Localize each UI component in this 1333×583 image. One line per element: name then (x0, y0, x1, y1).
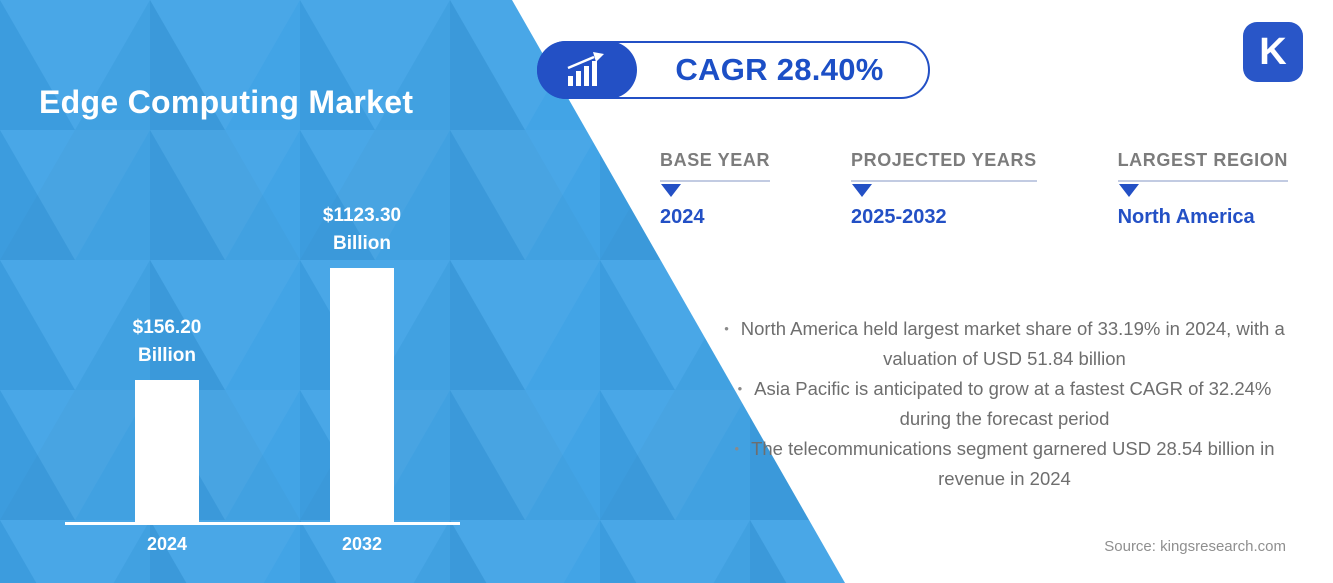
cagr-label: CAGR 28.40% (675, 52, 884, 87)
logo-letter: K (1259, 31, 1287, 73)
bar-2032 (330, 268, 394, 524)
kings-research-logo: K (1243, 22, 1303, 82)
stat-label: BASE YEAR (660, 150, 771, 170)
stat-column-largest-region: LARGEST REGION North America (1117, 150, 1288, 229)
stat-column-base-year: BASE YEAR 2024 (660, 150, 771, 229)
bullet-item: • The telecommunications segment garnered… (722, 434, 1287, 494)
stat-value: North America (1117, 206, 1255, 228)
bar-value-label: $156.20 Billion (92, 314, 242, 370)
bullet-text: Asia Pacific is anticipated to grow at a… (754, 378, 1272, 429)
page-title: Edge Computing Market (39, 84, 414, 120)
stat-column-projected-years: PROJECTED YEARS 2025-2032 (850, 150, 1037, 229)
bar-value-label: $1123.30 Billion (287, 202, 437, 258)
stat-label: LARGEST REGION (1117, 150, 1288, 170)
bar-amount: $156.20 (132, 317, 202, 338)
cagr-badge: CAGR 28.40% (537, 41, 930, 99)
source-text: Source: kingsresearch.com (1104, 538, 1286, 555)
category-label: 2032 (341, 534, 383, 554)
bullet-dot: • (724, 321, 729, 336)
bullet-text: The telecommunications segment garnered … (751, 438, 1275, 489)
stat-underline (1117, 180, 1288, 197)
stat-value: 2024 (660, 206, 705, 228)
x-axis-line (65, 522, 460, 525)
stats-row: BASE YEAR 2024 PROJECTED YEARS 2025-2032… (660, 150, 1288, 229)
bullet-list: • North America held largest market share… (722, 314, 1287, 494)
triangle-down-icon (1118, 184, 1139, 197)
category-label: 2024 (146, 534, 188, 554)
bullet-item: • North America held largest market share… (722, 314, 1287, 374)
stat-underline (660, 180, 771, 197)
bullet-dot: • (734, 441, 740, 456)
stat-underline (850, 180, 1037, 197)
bar-unit: Billion (332, 233, 392, 254)
bar-amount: $1123.30 (322, 205, 402, 226)
bullet-text: North America held largest market share … (740, 318, 1285, 369)
logo-box: K (1243, 22, 1303, 82)
stat-label: PROJECTED YEARS (850, 150, 1037, 170)
triangle-down-icon (661, 184, 681, 197)
bar-2024 (135, 380, 199, 524)
bullet-dot: • (737, 381, 743, 396)
cagr-icon-box (537, 41, 637, 99)
bar-unit: Billion (137, 345, 197, 366)
bullet-item: • Asia Pacific is anticipated to grow at … (722, 374, 1287, 434)
triangle-down-icon (851, 184, 872, 197)
growth-chart-icon (567, 52, 604, 86)
stat-value: 2025-2032 (850, 206, 947, 228)
